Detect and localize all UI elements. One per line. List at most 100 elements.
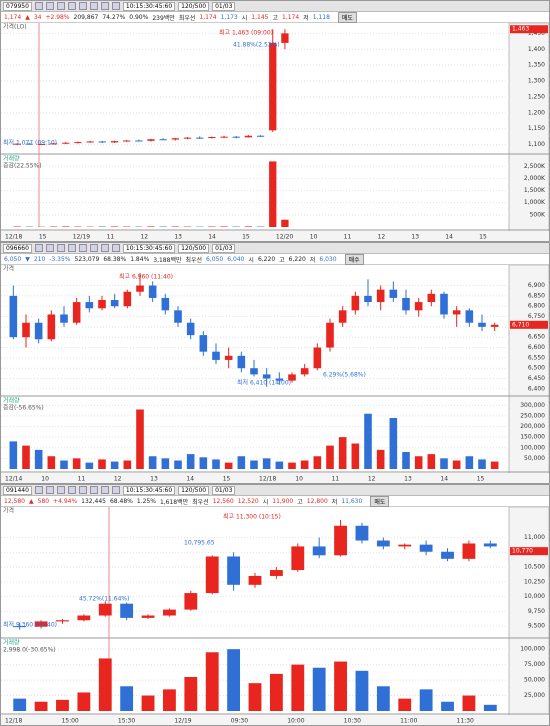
volume-bar (220, 226, 228, 227)
quote-item: 68.48% (109, 497, 133, 505)
bar-count: 120/500 (178, 1, 210, 11)
volume-bar (462, 695, 476, 711)
tool-icon[interactable] (34, 486, 43, 494)
tool-icon[interactable] (100, 486, 109, 494)
x-axis-bg (1, 715, 549, 725)
tool-icon[interactable] (100, 244, 109, 252)
tool-icon[interactable] (45, 244, 54, 252)
current-price-label: 10,770 (512, 548, 533, 555)
candle-body (312, 546, 326, 556)
volume-sub: 증감(22.55%) (3, 163, 42, 170)
tool-icon[interactable] (56, 486, 65, 494)
tool-icon[interactable] (45, 486, 54, 494)
date-field[interactable]: 01/03 (212, 1, 236, 11)
volume-bar (326, 445, 334, 469)
x-tick-label: 10 (310, 234, 318, 241)
tool-icon[interactable] (100, 2, 109, 10)
volume-tick-label: 2,500K (524, 163, 546, 170)
volume-tick-label: 250,000 (520, 412, 545, 419)
candle-body (183, 137, 192, 139)
x-tick-label: 11 (344, 234, 352, 241)
x-tick-label: 15 (223, 476, 231, 483)
candle-body (351, 295, 360, 311)
tool-icon[interactable] (34, 244, 43, 252)
x-tick-label: 12/18 (259, 476, 276, 483)
order-button[interactable]: 매수 (344, 253, 364, 265)
candle-body (208, 137, 216, 139)
y-tick-label: 1,400 (528, 46, 545, 53)
volume-bar (47, 456, 56, 469)
period-select[interactable]: 10:15:30:45:60 (122, 243, 176, 253)
tool-icon[interactable] (89, 2, 98, 10)
quote-item: 저 (331, 498, 338, 506)
candle-body (478, 322, 486, 327)
candle-body (9, 295, 18, 338)
y-tick-label: 6,650 (528, 334, 545, 341)
quote-item: 최우선 (178, 14, 196, 22)
quote-item: 1,118 (312, 13, 330, 21)
y-tick-label: 11,000 (524, 534, 545, 541)
current-price-label: 1,463 (512, 26, 529, 33)
volume-bar (250, 460, 258, 469)
volume-bar (184, 677, 198, 711)
current-price-label: 6,710 (512, 321, 529, 328)
tool-icon[interactable] (56, 2, 65, 10)
x-axis-bg (1, 473, 549, 483)
stock-code: 079950 (3, 1, 32, 11)
candle-body (269, 570, 283, 576)
date-field[interactable]: 01/03 (212, 243, 236, 253)
tool-icon[interactable] (78, 244, 87, 252)
candle-body (199, 335, 208, 352)
tool-icon[interactable] (67, 244, 76, 252)
tool-icon[interactable] (89, 244, 98, 252)
tool-icon[interactable] (45, 2, 54, 10)
volume-bar (237, 456, 246, 469)
quote-item: 11,900 (272, 497, 294, 505)
quote-item: 12,580 (4, 497, 25, 505)
tool-icon[interactable] (34, 2, 43, 10)
candle-body (212, 351, 220, 360)
tool-icon[interactable] (89, 486, 98, 494)
date-field[interactable]: 01/03 (212, 485, 236, 495)
volume-bar (376, 449, 385, 469)
chart-panel: 079950 10:15:30:45:60 120/500 01/03 1,174 ▲ 34… (0, 0, 550, 242)
tool-icon[interactable] (111, 244, 120, 252)
tool-icon[interactable] (56, 244, 65, 252)
quote-item: 고 (279, 256, 285, 264)
candle-body (462, 543, 476, 559)
candle-body (291, 546, 305, 571)
period-select[interactable]: 10:15:30:45:60 (122, 485, 176, 495)
volume-bar (110, 226, 119, 227)
volume-tick-label: 50,000 (524, 455, 545, 462)
quote-item: 6,030 (319, 255, 337, 263)
volume-bar (338, 437, 347, 469)
volume-bar (312, 667, 326, 711)
x-tick-label: 10:00 (287, 718, 304, 725)
volume-bar (440, 458, 448, 469)
tool-icon[interactable] (111, 2, 120, 10)
tool-icon[interactable] (67, 2, 76, 10)
y-tick-label: 6,600 (528, 344, 545, 351)
volume-bar (244, 226, 253, 227)
quote-item: 6,220 (288, 255, 306, 263)
order-button[interactable]: 매도 (337, 11, 357, 23)
order-button[interactable]: 매도 (370, 495, 390, 507)
quote-item: ▼ (25, 255, 30, 263)
volume-tick-label: 300,000 (520, 402, 545, 409)
tool-icon[interactable] (78, 2, 87, 10)
volume-bar (224, 462, 233, 469)
annotation: 최고 6,960 (11:40) (119, 273, 173, 281)
tool-icon[interactable] (78, 486, 87, 494)
y-tick-label: 9,750 (528, 608, 545, 615)
candle-body (465, 310, 474, 323)
volume-label: 거래량 (3, 397, 20, 405)
candle-body (338, 310, 347, 323)
candle-body (281, 33, 289, 43)
quote-item: 523,079 (74, 255, 100, 263)
candle-body (237, 355, 246, 369)
y-tick-label: 6,400 (528, 385, 545, 392)
tool-icon[interactable] (111, 486, 120, 494)
period-select[interactable]: 10:15:30:45:60 (122, 1, 176, 11)
tool-icon[interactable] (67, 486, 76, 494)
volume-bar (212, 459, 220, 469)
